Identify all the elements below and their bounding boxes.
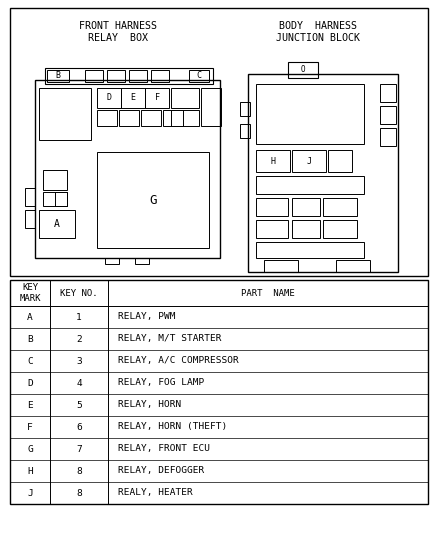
Text: 1: 1 xyxy=(76,312,82,321)
Bar xyxy=(171,110,199,126)
Bar xyxy=(121,88,145,108)
Text: C: C xyxy=(27,357,33,366)
Text: RELAY, M/T STARTER: RELAY, M/T STARTER xyxy=(118,335,222,343)
Text: B: B xyxy=(27,335,33,343)
Text: F: F xyxy=(27,423,33,432)
Bar xyxy=(85,70,103,82)
Bar xyxy=(336,260,370,272)
Text: RELAY, FOG LAMP: RELAY, FOG LAMP xyxy=(118,378,204,387)
Bar xyxy=(201,88,221,126)
Bar xyxy=(292,220,320,238)
Text: RELAY, HORN (THEFT): RELAY, HORN (THEFT) xyxy=(118,423,227,432)
Text: 2: 2 xyxy=(76,335,82,343)
Text: RELAY, HORN: RELAY, HORN xyxy=(118,400,181,409)
Text: 4: 4 xyxy=(76,378,82,387)
Bar xyxy=(328,150,352,172)
Text: E: E xyxy=(131,93,135,102)
Bar xyxy=(25,188,35,206)
Bar xyxy=(145,88,169,108)
Text: J: J xyxy=(307,157,311,166)
Bar xyxy=(323,220,357,238)
Text: D: D xyxy=(106,93,112,102)
Text: FRONT HARNESS
RELAY  BOX: FRONT HARNESS RELAY BOX xyxy=(79,21,157,43)
Bar xyxy=(25,210,35,228)
Text: RELAY, A/C COMPRESSOR: RELAY, A/C COMPRESSOR xyxy=(118,357,239,366)
Bar xyxy=(380,128,396,146)
Text: PART  NAME: PART NAME xyxy=(241,288,295,297)
Bar xyxy=(256,176,364,194)
Bar xyxy=(171,88,199,108)
Bar xyxy=(35,80,220,258)
Bar xyxy=(47,70,69,82)
Bar xyxy=(43,170,67,190)
Text: H: H xyxy=(271,157,276,166)
Text: RELAY, FRONT ECU: RELAY, FRONT ECU xyxy=(118,445,210,454)
Text: 5: 5 xyxy=(76,400,82,409)
Bar xyxy=(380,106,396,124)
Text: G: G xyxy=(149,193,157,206)
Text: E: E xyxy=(27,400,33,409)
Bar xyxy=(107,70,125,82)
Bar xyxy=(256,84,364,144)
Text: KEY
MARK: KEY MARK xyxy=(19,284,41,303)
Bar xyxy=(264,260,298,272)
Bar xyxy=(43,192,67,206)
Bar xyxy=(39,210,75,238)
Text: 3: 3 xyxy=(76,357,82,366)
Text: C: C xyxy=(197,71,201,80)
Text: H: H xyxy=(27,466,33,475)
Bar xyxy=(292,150,326,172)
Bar xyxy=(45,68,213,84)
Text: 6: 6 xyxy=(76,423,82,432)
Bar xyxy=(292,198,320,216)
Bar xyxy=(55,192,67,206)
Text: J: J xyxy=(27,489,33,497)
Bar xyxy=(256,220,288,238)
Text: O: O xyxy=(301,66,305,75)
Bar xyxy=(189,70,209,82)
Bar xyxy=(10,8,428,276)
Bar xyxy=(97,152,209,248)
Bar xyxy=(135,258,149,264)
Bar xyxy=(248,74,398,272)
Text: G: G xyxy=(27,445,33,454)
Text: F: F xyxy=(155,93,159,102)
Bar xyxy=(151,70,169,82)
Bar xyxy=(129,70,147,82)
Text: KEY NO.: KEY NO. xyxy=(60,288,98,297)
Bar xyxy=(119,110,139,126)
Bar xyxy=(288,62,318,78)
Text: REALY, HEATER: REALY, HEATER xyxy=(118,489,193,497)
Text: A: A xyxy=(54,219,60,229)
Bar xyxy=(10,280,428,504)
Bar xyxy=(141,110,161,126)
Text: D: D xyxy=(27,378,33,387)
Bar xyxy=(380,84,396,102)
Bar xyxy=(97,88,121,108)
Bar xyxy=(256,242,364,258)
Text: RELAY, PWM: RELAY, PWM xyxy=(118,312,176,321)
Bar xyxy=(163,110,183,126)
Bar xyxy=(323,198,357,216)
Text: 7: 7 xyxy=(76,445,82,454)
Bar xyxy=(240,102,250,116)
Bar xyxy=(105,258,119,264)
Text: 8: 8 xyxy=(76,466,82,475)
Bar xyxy=(256,150,290,172)
Bar xyxy=(39,88,91,140)
Bar xyxy=(240,124,250,138)
Bar xyxy=(256,198,288,216)
Bar xyxy=(97,110,117,126)
Text: A: A xyxy=(27,312,33,321)
Text: BODY  HARNESS
JUNCTION BLOCK: BODY HARNESS JUNCTION BLOCK xyxy=(276,21,360,43)
Text: 8: 8 xyxy=(76,489,82,497)
Text: RELAY, DEFOGGER: RELAY, DEFOGGER xyxy=(118,466,204,475)
Text: B: B xyxy=(56,71,60,80)
